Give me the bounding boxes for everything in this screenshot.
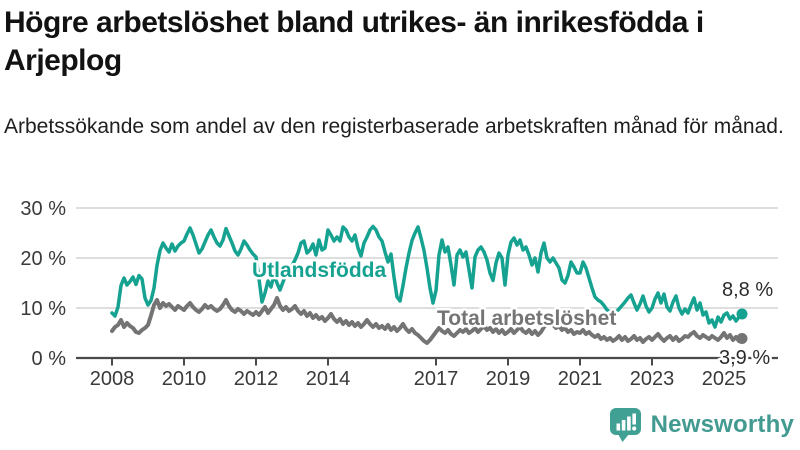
newsworthy-logo: Newsworthy bbox=[609, 406, 794, 444]
x-axis-label: 2017 bbox=[414, 368, 459, 390]
y-axis-label: 10 % bbox=[20, 298, 66, 320]
end-value-label-utlandsfodda: 8,8 % bbox=[722, 279, 773, 301]
x-axis-label: 2025 bbox=[702, 368, 747, 390]
series-line-total bbox=[110, 296, 744, 345]
y-axis-label: 0 % bbox=[32, 348, 67, 370]
x-axis-label: 2014 bbox=[306, 368, 351, 390]
x-axis-label: 2012 bbox=[234, 368, 279, 390]
bar-chart-speech-bubble-icon bbox=[609, 408, 641, 442]
series-end-dot-total bbox=[736, 333, 748, 344]
chart-subtitle: Arbetssökande som andel av den registerb… bbox=[4, 115, 784, 138]
page-title: Högre arbetslöshet bland utrikes- än inr… bbox=[4, 6, 704, 78]
x-axis-label: 2023 bbox=[630, 368, 675, 390]
unemployment-line-chart: 2008 2010 2012 2014 2017 2019 2021 2023 2025 30 %… bbox=[20, 198, 778, 390]
x-axis-label: 2010 bbox=[162, 368, 207, 390]
x-axis-label: 2021 bbox=[558, 368, 603, 390]
x-axis-label: 2008 bbox=[90, 368, 135, 390]
series-label-utlandsfodda: Utlandsfödda bbox=[252, 259, 386, 282]
end-value-label-total: 3,9 % bbox=[719, 347, 770, 369]
series-line-utlandsfodda bbox=[110, 224, 744, 329]
series-label-total: Total arbetslöshet bbox=[437, 307, 616, 330]
y-axis-label: 20 % bbox=[20, 248, 66, 270]
newsworthy-wordmark: Newsworthy bbox=[650, 411, 794, 438]
series-end-dot-utlandsfodda bbox=[736, 308, 748, 320]
y-axis-label: 30 % bbox=[20, 198, 66, 220]
x-axis-label: 2019 bbox=[486, 368, 531, 390]
